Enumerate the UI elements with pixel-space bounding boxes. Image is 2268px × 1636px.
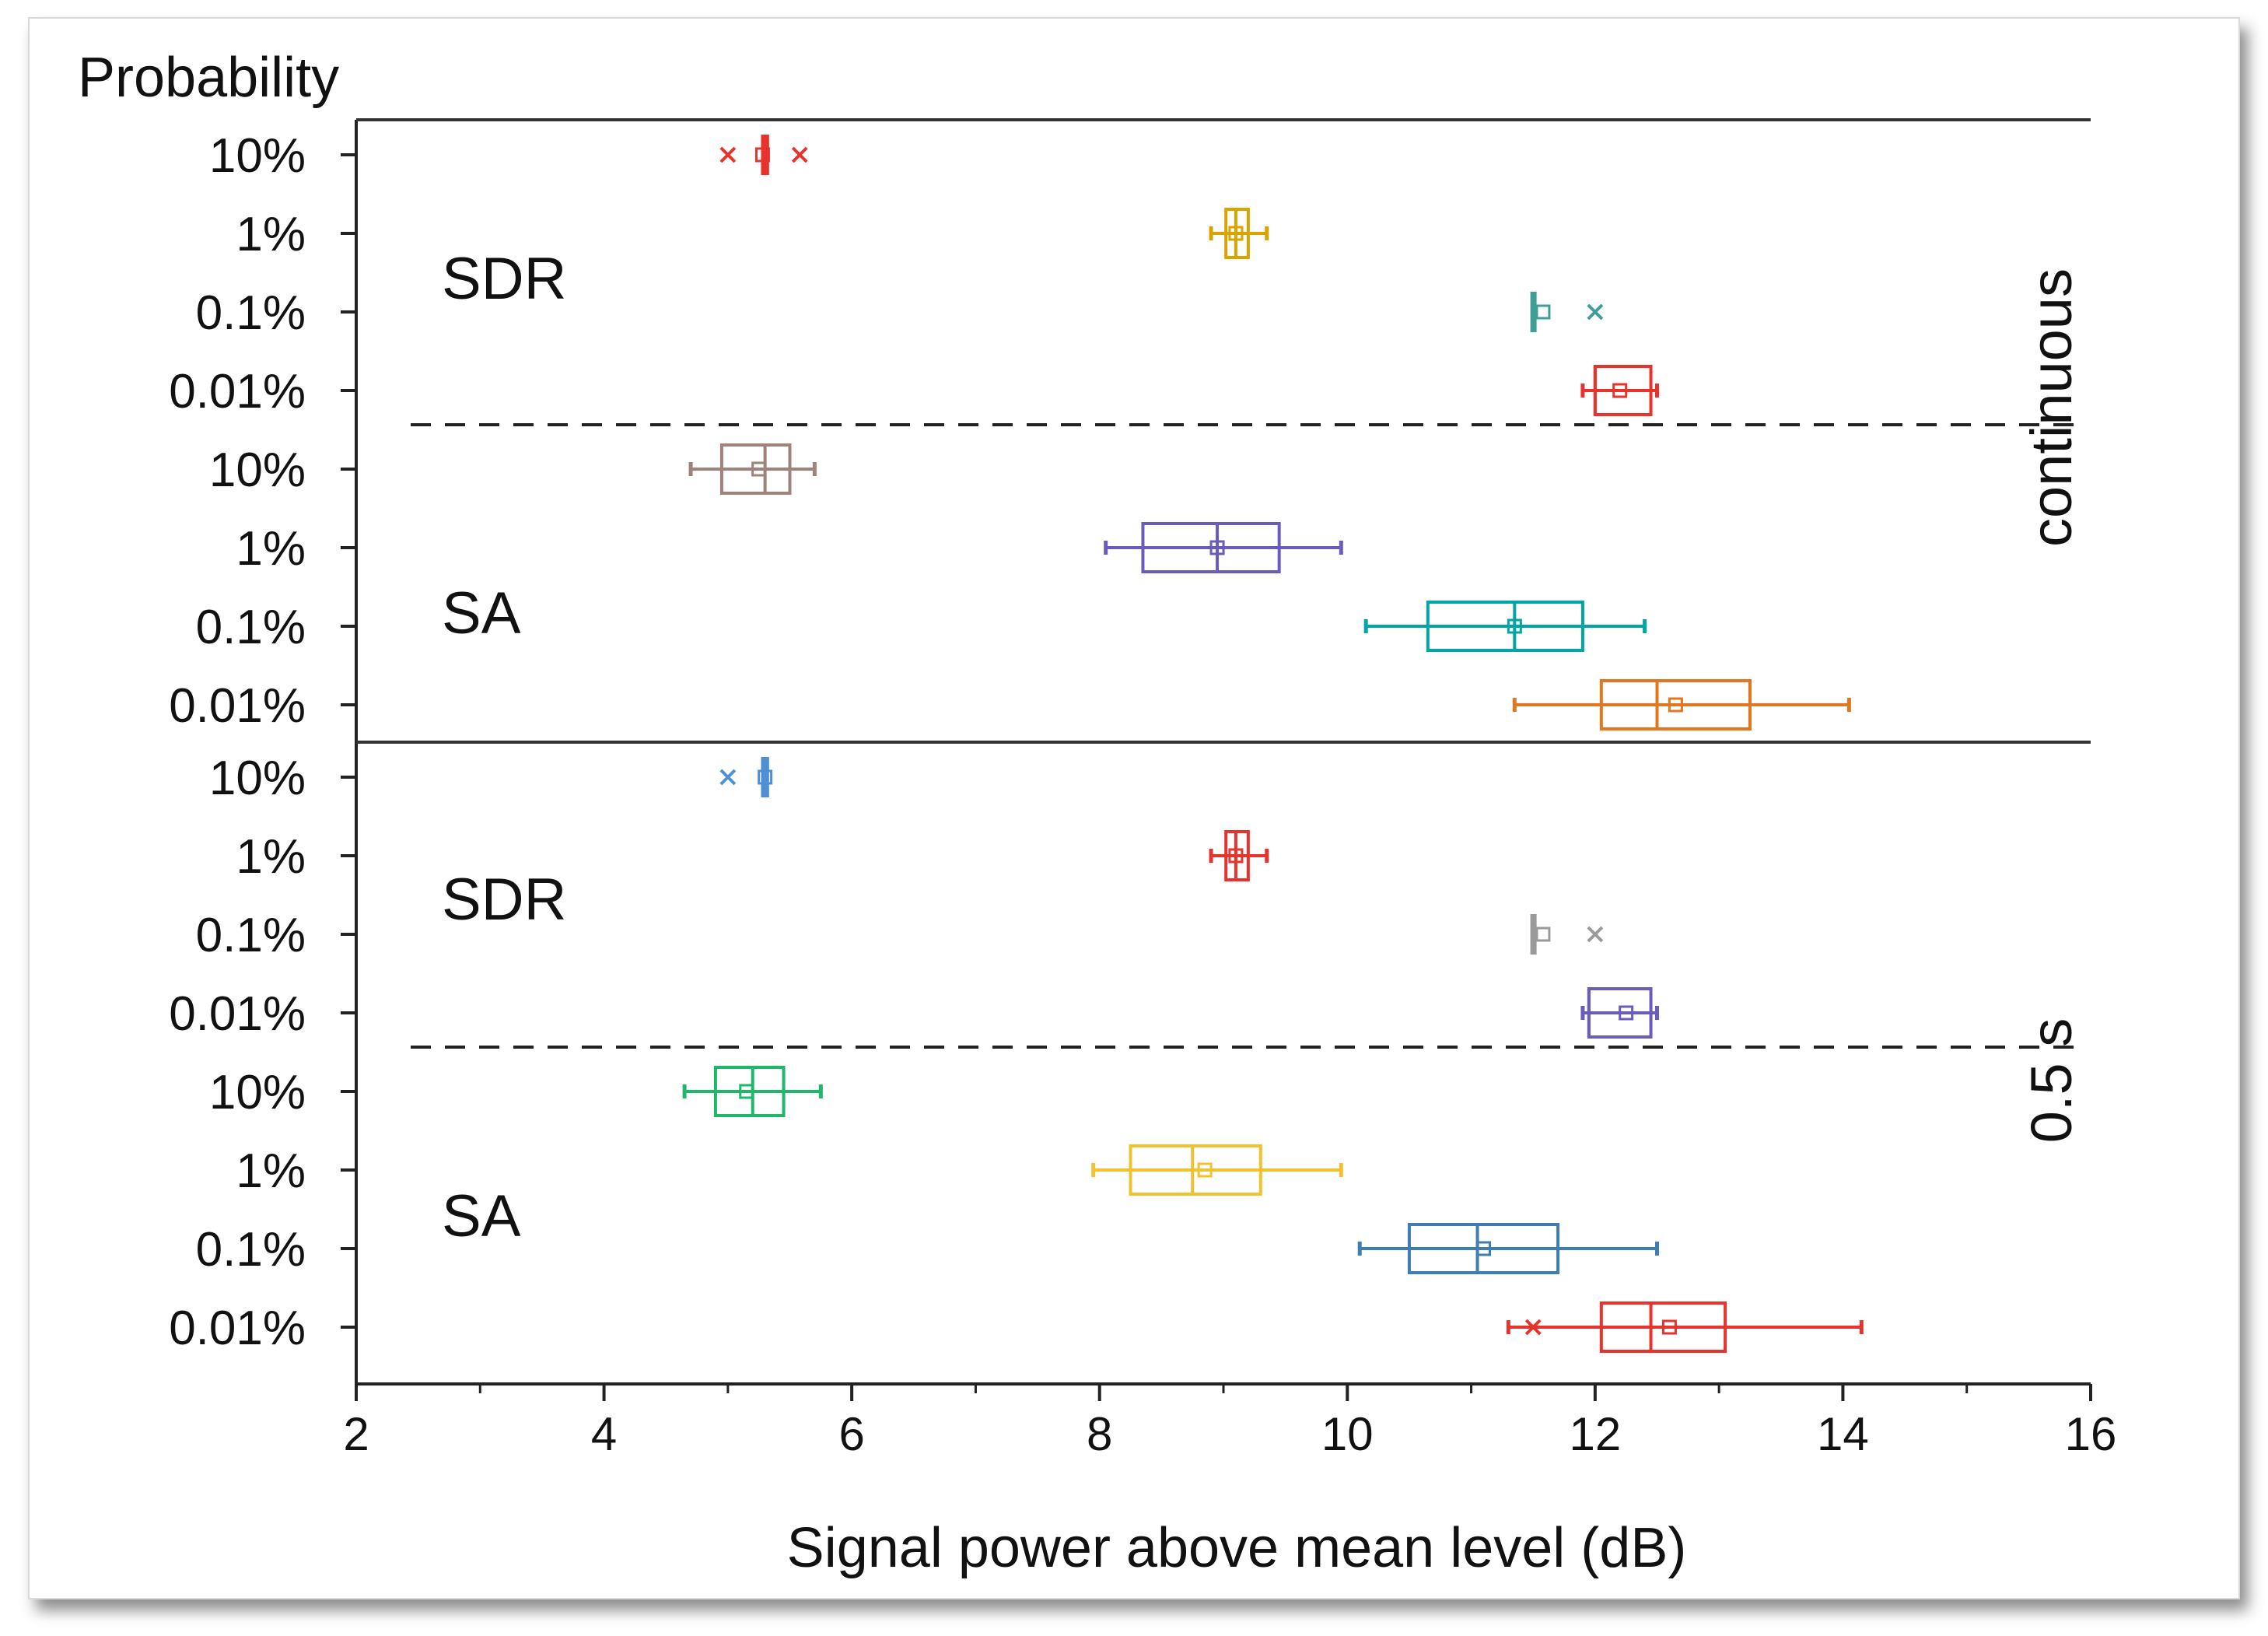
- mean-marker: [1507, 618, 1522, 634]
- mean-marker: [1476, 1241, 1491, 1256]
- y-tick-label: 0.1%: [196, 286, 306, 340]
- mean-marker: [1612, 383, 1628, 398]
- outlier-marker: [1524, 1319, 1542, 1336]
- y-tick-label: 0.01%: [169, 365, 306, 419]
- x-tick-label: 6: [838, 1408, 864, 1460]
- panel-label: continuous: [2019, 268, 2084, 547]
- outlier-marker: [1587, 926, 1604, 943]
- mean-marker: [758, 769, 773, 785]
- y-tick-label: 0.1%: [196, 1223, 306, 1277]
- outlier-marker: [719, 146, 737, 163]
- mean-marker: [1228, 848, 1244, 864]
- mean-marker: [1668, 697, 1683, 713]
- y-tick-label: 1%: [236, 1144, 306, 1198]
- outlier-marker: [719, 769, 737, 786]
- mean-marker: [1209, 540, 1225, 555]
- mean-marker: [1228, 226, 1244, 241]
- y-tick-label: 0.01%: [169, 679, 306, 733]
- y-tick-label: 0.1%: [196, 909, 306, 962]
- mean-marker: [754, 147, 770, 163]
- iqr-box: [1141, 522, 1281, 573]
- iqr-box: [713, 1066, 786, 1117]
- x-tick-label: 14: [1817, 1408, 1869, 1460]
- y-tick-label: 0.1%: [196, 601, 306, 654]
- y-tick-label: 0.01%: [169, 1301, 306, 1355]
- iqr-box: [719, 443, 792, 495]
- mean-marker: [1535, 304, 1551, 320]
- outlier-marker: [791, 146, 808, 163]
- y-tick-label: 1%: [236, 830, 306, 884]
- box-plot-chart: Probability Signal power above mean leve…: [78, 47, 2117, 1579]
- y-tick-label: 10%: [209, 751, 306, 805]
- mean-marker: [739, 1084, 754, 1099]
- x-tick-label: 10: [1321, 1408, 1374, 1460]
- iqr-box: [1426, 601, 1584, 652]
- x-tick-label: 2: [343, 1408, 369, 1460]
- y-tick-label: 10%: [209, 129, 306, 183]
- marks-layer: [682, 135, 1864, 1353]
- y-tick-label: 10%: [209, 443, 306, 497]
- y-axis-title: Probability: [78, 47, 339, 109]
- group-label: SDR: [442, 246, 566, 312]
- mean-marker: [1619, 1005, 1634, 1021]
- figure-frame: Probability Signal power above mean leve…: [28, 17, 2240, 1599]
- x-tick-label: 16: [2065, 1408, 2117, 1460]
- x-tick-label: 12: [1569, 1408, 1621, 1460]
- mean-marker: [1661, 1319, 1677, 1335]
- mean-marker: [1535, 927, 1551, 942]
- y-tick-label: 1%: [236, 522, 306, 576]
- mean-marker: [751, 461, 767, 477]
- group-label: SDR: [442, 867, 566, 933]
- x-tick-label: 8: [1087, 1408, 1112, 1460]
- group-label: SA: [442, 580, 521, 646]
- y-tick-label: 1%: [236, 208, 306, 261]
- iqr-box: [1407, 1223, 1560, 1274]
- iqr-box: [1599, 679, 1752, 730]
- x-axis-title: Signal power above mean level (dB): [787, 1517, 1687, 1579]
- iqr-box: [1129, 1144, 1262, 1196]
- axes-layer: 2 4 6 8 10 12 14 16 continuous SDR 10% 1% 0.1% 0.01% S…: [169, 118, 2117, 1460]
- iqr-box: [1599, 1301, 1727, 1353]
- group-label: SA: [442, 1183, 521, 1249]
- y-tick-label: 10%: [209, 1066, 306, 1119]
- x-tick-label: 4: [591, 1408, 617, 1460]
- outlier-marker: [1587, 303, 1604, 321]
- mean-marker: [1197, 1162, 1213, 1178]
- panel-label: 0.5 s: [2019, 1018, 2084, 1143]
- y-tick-label: 0.01%: [169, 987, 306, 1041]
